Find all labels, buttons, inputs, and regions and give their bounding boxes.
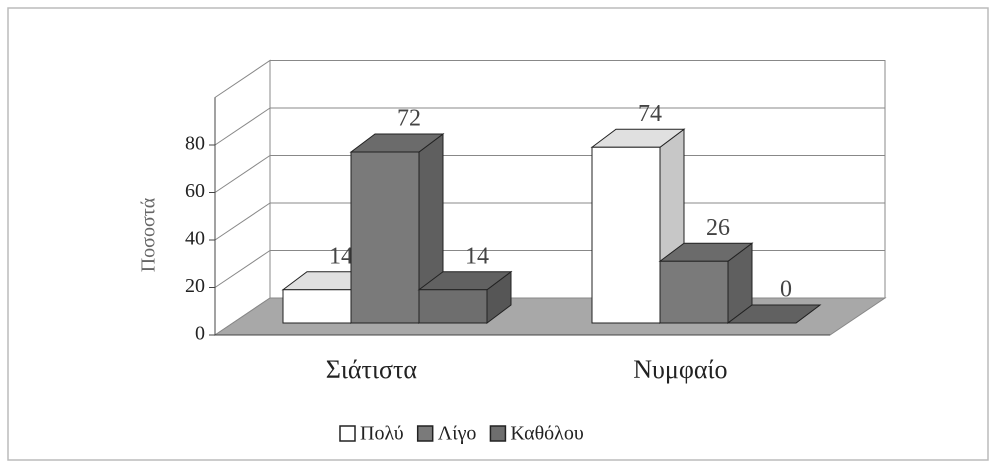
bar [726,304,822,324]
value-label: 14 [329,243,353,269]
y-tick-label: 0 [195,323,205,345]
bar-top [726,304,822,324]
grid-line [214,107,271,146]
side-wall [214,59,271,336]
grid-line [214,202,271,241]
value-label: 14 [465,243,489,269]
bar-front [350,151,420,324]
value-label: 72 [397,106,421,132]
bar [658,242,754,324]
legend-swatch [489,425,507,442]
bar [417,270,513,324]
grid-line [214,155,271,193]
value-label: 0 [780,277,792,303]
legend-swatch [339,425,356,442]
bar [349,133,445,324]
x-tick-label: Νυμφαίο [633,355,727,384]
grid-line [214,250,271,288]
y-tick-label: 40 [185,228,205,250]
legend-label: Πολύ [360,423,404,445]
bar-front [418,289,488,324]
legend-label: Λίγο [438,423,477,445]
y-tick-label: 60 [185,180,205,202]
y-tick-label: 80 [185,133,205,155]
y-tick-label: 20 [185,275,205,297]
value-label: 74 [638,101,662,127]
legend-label: Καθόλου [510,423,583,445]
x-tick-label: Σιάτιστα [326,355,418,384]
bar-front [591,146,661,324]
bar-front [282,289,352,324]
y-axis-label: Ποσοστά [138,197,160,272]
value-label: 26 [706,215,730,241]
bar-front [659,260,729,324]
legend-swatch [416,425,434,442]
